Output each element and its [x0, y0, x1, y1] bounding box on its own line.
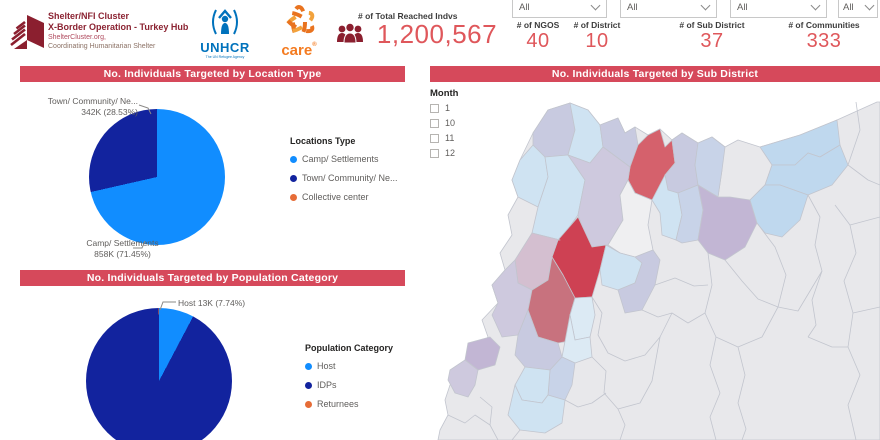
org-tagline: Coordinating Humanitarian Shelter	[48, 43, 156, 50]
filter-dropdown-3-value: All	[737, 2, 748, 13]
legend-locations-type-title: Locations Type	[290, 136, 356, 146]
month-option-10[interactable]: 10	[430, 118, 459, 128]
kpi-subdistrict-value: 37	[700, 30, 724, 52]
map-region	[697, 184, 758, 261]
month-filter: Month 1 10 11 12	[430, 88, 459, 163]
org-site: ShelterCluster.org,	[48, 34, 106, 41]
legend-dot	[290, 193, 297, 201]
kpi-district: # of District 10	[562, 20, 632, 53]
callout-camp-settlements: Camp/ Settlements 858K (71.45%)	[86, 238, 159, 259]
pie-location-type[interactable]	[89, 109, 225, 245]
legend-dot	[305, 381, 312, 389]
header: Shelter/NFI Cluster X-Border Operation -…	[0, 0, 880, 62]
map-region	[507, 384, 566, 434]
legend-dot	[305, 362, 312, 370]
care-wordmark: care®	[281, 42, 317, 59]
map-region	[617, 249, 661, 314]
care-emblem	[283, 5, 315, 39]
people-icon	[337, 22, 363, 44]
chart-title-sub-district: No. Individuals Targeted by Sub District	[430, 66, 880, 82]
chart-title-population-category: No. Individuals Targeted by Population C…	[20, 270, 405, 286]
kpi-subdistrict-label: # of Sub District	[679, 20, 745, 30]
kpi-district-label: # of District	[573, 20, 621, 30]
map-region	[749, 184, 809, 238]
map-region	[447, 359, 479, 398]
unhcr-wordmark: UNHCR	[200, 40, 250, 55]
kpi-ngos: # of NGOS 40	[505, 20, 571, 53]
map-region	[532, 102, 576, 158]
filter-dropdown-4[interactable]: All	[838, 0, 878, 18]
legend-dot	[290, 155, 297, 163]
kpi-ngos-label: # of NGOS	[516, 20, 560, 30]
month-option-11[interactable]: 11	[430, 133, 459, 143]
month-filter-title: Month	[430, 88, 459, 99]
legend-item-town-community[interactable]: Town/ Community/ Ne...	[290, 173, 398, 183]
checkbox-icon[interactable]	[430, 133, 439, 143]
unhcr-emblem	[212, 9, 238, 35]
legend-dot	[290, 174, 297, 182]
filter-dropdown-4-value: All	[843, 2, 854, 13]
filter-dropdown-1-value: All	[519, 2, 530, 13]
org-name: Shelter/NFI Cluster	[48, 11, 130, 21]
filter-dropdown-3[interactable]: All	[730, 0, 827, 18]
legend-locations-type: Locations Type Camp/ Settlements Town/ C…	[290, 136, 398, 211]
kpi-communities-label: # of Communities	[788, 20, 860, 30]
chevron-down-icon	[700, 0, 711, 11]
legend-population-category: Population Category Host IDPs Returnees	[305, 343, 393, 418]
filter-dropdown-1[interactable]: All	[512, 0, 607, 18]
callout-host: Host 13K (7.74%)	[178, 298, 246, 308]
chevron-down-icon	[864, 0, 875, 11]
chart-title-location-type: No. Individuals Targeted by Location Typ…	[20, 66, 405, 82]
kpi-subdistrict: # of Sub District 37	[672, 20, 752, 53]
legend-item-collective-center[interactable]: Collective center	[290, 192, 398, 202]
filter-dropdown-2-value: All	[627, 2, 638, 13]
map-borders	[447, 101, 880, 440]
checkbox-icon[interactable]	[430, 148, 439, 158]
legend-item-host[interactable]: Host	[305, 361, 393, 371]
unhcr-subtitle: The UN Refugee Agency	[205, 55, 245, 59]
chevron-down-icon	[810, 0, 821, 11]
legend-item-returnees[interactable]: Returnees	[305, 399, 393, 409]
total-reached-value: 1,200,567	[376, 19, 498, 49]
filter-dropdown-2[interactable]: All	[620, 0, 717, 18]
kpi-communities-value: 333	[806, 30, 842, 52]
legend-population-category-title: Population Category	[305, 343, 394, 353]
month-option-12[interactable]: 12	[430, 148, 459, 158]
choropleth-map[interactable]	[420, 85, 880, 440]
legend-dot	[305, 400, 312, 408]
total-reached-label: # of Total Reached Indvs	[358, 11, 458, 21]
unhcr-logo: UNHCR The UN Refugee Agency	[196, 4, 254, 59]
pie-population-category[interactable]	[86, 308, 232, 440]
checkbox-icon[interactable]	[430, 118, 439, 128]
map-region	[491, 259, 533, 338]
shelter-cluster-logo	[10, 15, 44, 49]
month-option-1[interactable]: 1	[430, 103, 459, 113]
kpi-communities: # of Communities 333	[778, 20, 870, 53]
map-regions[interactable]	[447, 102, 849, 434]
legend-item-idps[interactable]: IDPs	[305, 380, 393, 390]
callout-town-community: Town/ Community/ Ne... 342K (28.53%)	[47, 96, 138, 117]
map-region	[694, 136, 726, 198]
org-title-block: Shelter/NFI Cluster X-Border Operation -…	[48, 11, 188, 51]
checkbox-icon[interactable]	[430, 103, 439, 113]
legend-item-camp-settlements[interactable]: Camp/ Settlements	[290, 154, 398, 164]
kpi-district-value: 10	[585, 30, 609, 52]
care-logo: care®	[268, 2, 330, 59]
kpi-ngos-value: 40	[526, 30, 550, 52]
org-operation: X-Border Operation - Turkey Hub	[48, 22, 189, 32]
chevron-down-icon	[590, 0, 601, 11]
